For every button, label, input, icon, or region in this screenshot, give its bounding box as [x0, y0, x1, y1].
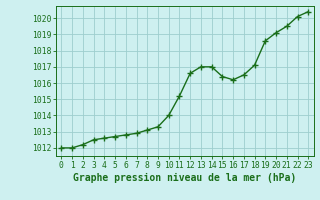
X-axis label: Graphe pression niveau de la mer (hPa): Graphe pression niveau de la mer (hPa)	[73, 173, 296, 183]
